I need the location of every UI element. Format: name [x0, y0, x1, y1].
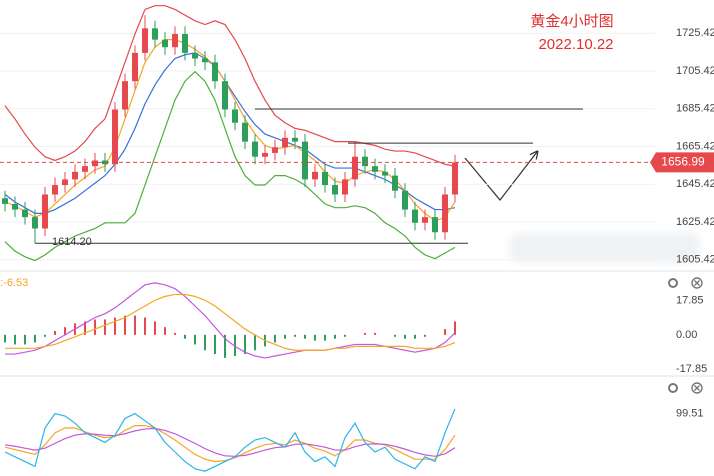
candle-body	[152, 28, 158, 40]
indicator-line	[4, 427, 456, 457]
indicator-line	[5, 282, 456, 359]
close-icon[interactable]	[691, 382, 703, 394]
y-tick-label: 1625.42	[676, 216, 714, 228]
candle-body	[442, 194, 448, 233]
y-tick-label: 1645.42	[676, 178, 714, 190]
candle-body	[412, 209, 418, 223]
candle-body	[242, 122, 248, 142]
y-tick-label: -17.85	[676, 363, 707, 375]
candle-body	[422, 217, 428, 223]
y-tick-label: 0.00	[676, 329, 697, 341]
candle-body	[122, 81, 128, 110]
candle-body	[322, 171, 328, 186]
candle-body	[252, 141, 258, 157]
price-tag	[650, 152, 714, 173]
candle-body	[22, 209, 28, 218]
candle-body	[272, 147, 278, 153]
candle-body	[52, 185, 58, 195]
y-tick-label: 1665.42	[676, 140, 714, 152]
chart-subtitle: 2022.10.22	[538, 36, 613, 53]
candle-body	[352, 156, 358, 180]
candle-body	[332, 185, 338, 195]
candle-body	[142, 28, 148, 53]
indicator-line	[4, 39, 456, 222]
y-tick-label: 17.85	[676, 294, 704, 306]
candle-body	[72, 171, 78, 180]
candle-body	[222, 81, 228, 110]
candle-body	[452, 162, 458, 195]
candle-body	[432, 217, 438, 233]
watermark	[510, 233, 700, 263]
settings-icon[interactable]	[668, 278, 678, 288]
y-tick-label: 1725.42	[676, 27, 714, 39]
level-label: 1614.20	[52, 236, 92, 248]
candle-body	[212, 62, 218, 82]
candle-body	[262, 152, 268, 157]
candle-body	[302, 141, 308, 180]
candle-body	[92, 160, 98, 167]
candle-body	[402, 190, 408, 210]
candle-body	[232, 109, 238, 123]
candle-body	[202, 58, 208, 63]
candle-body	[282, 137, 288, 148]
candle-body	[362, 156, 368, 167]
candle-body	[312, 171, 318, 180]
candle-body	[342, 179, 348, 195]
candle-body	[162, 39, 168, 48]
candle-body	[32, 217, 38, 229]
candle-body	[382, 171, 388, 176]
candle-body	[392, 175, 398, 191]
candle-body	[2, 198, 8, 204]
indicator-line	[4, 5, 456, 167]
candle-body	[372, 166, 378, 172]
candle-body	[12, 203, 18, 210]
candle-body	[62, 179, 68, 186]
candle-body	[112, 109, 118, 165]
candle-body	[192, 52, 198, 59]
indicator-line	[5, 293, 456, 351]
indicator-label: a:-6.53	[0, 277, 28, 289]
candle-body	[82, 166, 88, 172]
candle-body	[172, 33, 178, 48]
candle-body	[182, 33, 188, 53]
settings-icon[interactable]	[668, 383, 678, 393]
close-icon[interactable]	[691, 277, 703, 289]
y-tick-label: 1705.42	[676, 65, 714, 77]
indicator-line	[4, 52, 456, 214]
forecast-arrow	[464, 152, 537, 201]
candle-body	[42, 194, 48, 229]
y-tick-label: 1685.42	[676, 103, 714, 115]
indicator-line	[4, 70, 456, 262]
y-tick-label: 99.51	[676, 408, 704, 420]
candle-body	[292, 137, 298, 142]
indicator-line	[4, 408, 456, 472]
candle-body	[132, 52, 138, 82]
y-tick-label: 1605.42	[676, 254, 714, 266]
chart-title: 黄金4小时图	[530, 13, 613, 30]
price-tag-label: 1656.99	[661, 155, 705, 169]
